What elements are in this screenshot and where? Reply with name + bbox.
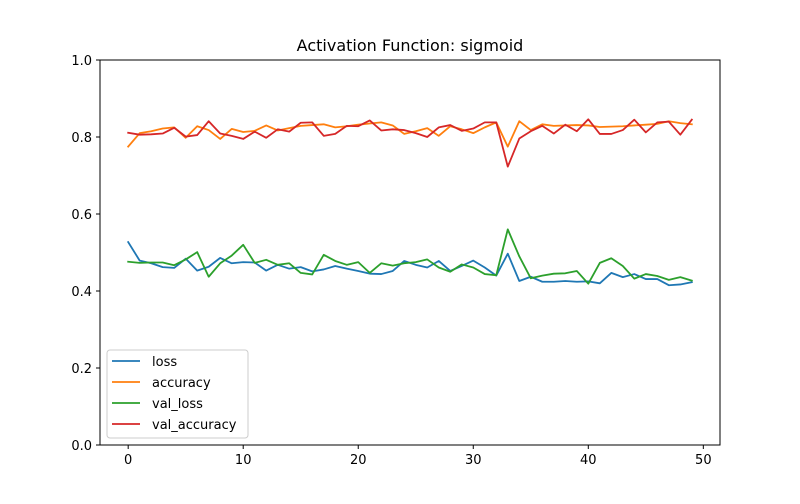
legend-label: val_loss [152,397,203,412]
axes-frame [99,59,721,446]
series-line-accuracy [126,120,693,148]
y-tick-label: 0.6 [71,208,92,223]
x-tick-label: 50 [695,453,712,468]
x-tick-label: 0 [124,453,132,468]
series-layer [126,118,694,287]
x-tick-label: 10 [235,453,252,468]
x-tick-label: 30 [465,453,482,468]
series-line-val-loss [127,228,693,285]
x-tick-label: 20 [350,453,367,468]
y-tick-label: 0.2 [71,362,92,377]
y-tick-label: 0.4 [71,285,92,300]
legend-label: loss [152,355,177,370]
y-tick-label: 1.0 [71,54,92,69]
legend-box [106,349,249,439]
y-tick-label: 0.0 [71,439,92,454]
legend: loss accuracy val_loss val_accuracy [106,349,249,439]
y-tick-label: 0.8 [71,131,92,146]
legend-label: val_accuracy [152,418,237,433]
ticks-layer: 0 10 20 30 40 50 0.0 0.2 0.4 0.6 0.8 1.0 [71,54,711,468]
legend-label: accuracy [152,376,211,391]
series-line-val-accuracy [127,118,694,168]
chart-title: Activation Function: sigmoid [297,36,524,55]
x-tick-label: 40 [580,453,597,468]
